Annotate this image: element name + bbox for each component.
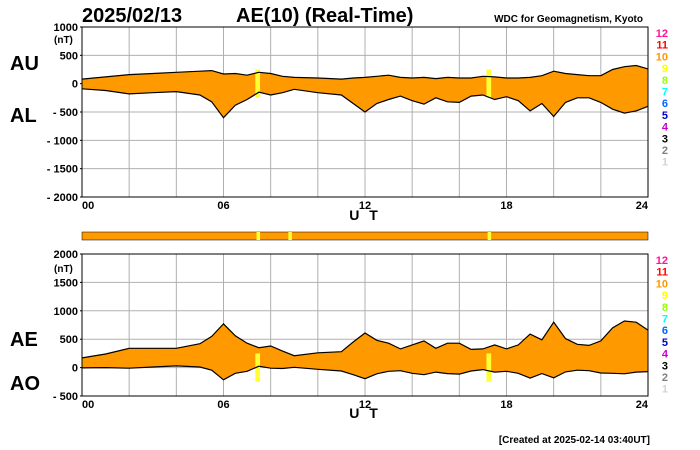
- au_al-ytick-label: - 500: [53, 107, 78, 119]
- au_al-highlight: [486, 69, 492, 98]
- station-legend-item: 5: [662, 337, 668, 349]
- au_al-xtick-label: 00: [82, 200, 94, 212]
- ae-ao-x-ticks: 00 06 12 18 24: [82, 399, 649, 411]
- au_al-ytick-label: - 1000: [47, 135, 78, 147]
- ae_ao-xtick-label: 18: [500, 399, 512, 411]
- au-label: AU: [10, 53, 39, 75]
- au_al-highlight: [255, 69, 261, 98]
- date-title: 2025/02/13: [82, 5, 182, 27]
- station-legend-item: 2: [662, 372, 668, 384]
- station-legend-item: 10: [656, 278, 668, 290]
- ae_ao-ytick-label: 500: [60, 334, 78, 346]
- au_al-ytick-label: 1000: [54, 22, 78, 34]
- au-al-lines: [81, 64, 649, 119]
- station-legend-item: 7: [662, 87, 668, 99]
- station-legend-item: 6: [662, 98, 668, 110]
- ae-ao-xlabel: U T: [349, 405, 381, 421]
- au_al-xtick-label: 12: [359, 200, 371, 212]
- ae-line: [81, 320, 649, 359]
- station-legend-item: 1: [662, 157, 668, 169]
- ae-ao-area: [82, 321, 648, 380]
- ae_ao-highlight: [255, 353, 261, 382]
- station-legend-item: 11: [656, 40, 668, 52]
- al-label: AL: [10, 105, 37, 127]
- ae_ao-xtick-label: 24: [636, 399, 649, 411]
- al-line: [81, 88, 649, 119]
- ae_ao-xtick-label: 00: [82, 399, 94, 411]
- station-legend-item: 1: [662, 384, 668, 396]
- au-line: [81, 64, 649, 80]
- status-bar-mark: [487, 232, 492, 240]
- station-legend-item: 4: [662, 122, 669, 134]
- ao-line: [81, 365, 649, 381]
- ae-ao-lines: [81, 320, 649, 381]
- station-legend-item: 7: [662, 314, 668, 326]
- au_al-xtick-label: 18: [500, 200, 512, 212]
- status-bar-mark: [288, 232, 292, 240]
- status-bar-mark: [256, 232, 261, 240]
- au-al-y-ticks: 1000 500 0 - 500 - 1000 - 1500 - 2000: [47, 22, 82, 204]
- station-legend-item: 9: [662, 63, 668, 75]
- au-al-x-ticks: 00 06 12 18 24: [82, 200, 649, 212]
- au-al-xlabel: U T: [349, 207, 381, 223]
- station-legend-item: 5: [662, 110, 668, 122]
- au-al-ylabel: (nT): [54, 35, 73, 46]
- station-legend-item: 3: [662, 133, 668, 145]
- ae_ao-band: [82, 321, 648, 380]
- station-legend-item: 8: [662, 302, 668, 314]
- station-legend-item: 12: [656, 28, 668, 40]
- station-legend-item: 10: [656, 51, 668, 63]
- ae_ao-ytick-label: 2000: [54, 249, 78, 261]
- station-legend-item: 8: [662, 75, 668, 87]
- station-legend-item: 3: [662, 360, 668, 372]
- au_al-ytick-label: - 1500: [47, 164, 78, 176]
- au_al-ytick-label: 500: [60, 50, 78, 62]
- station-legend-item: 6: [662, 325, 668, 337]
- ae-label: AE: [10, 329, 38, 351]
- station-legend-item: 9: [662, 290, 668, 302]
- ae-ao-y-ticks: 2000 1500 1000 500 0 - 500: [53, 249, 82, 403]
- ae_ao-ytick-label: 1500: [54, 277, 78, 289]
- chart-title: AE(10) (Real-Time): [236, 5, 413, 27]
- ae_ao-ytick-label: 0: [72, 363, 78, 375]
- ae_ao-highlight: [486, 353, 492, 382]
- au_al-xtick-label: 24: [636, 200, 649, 212]
- data-source: WDC for Geomagnetism, Kyoto: [494, 14, 643, 25]
- ae-ao-highlights: [255, 353, 492, 382]
- station-legend-item: 4: [662, 349, 669, 361]
- ae_ao-xtick-label: 06: [217, 399, 229, 411]
- au_al-xtick-label: 06: [217, 200, 229, 212]
- ao-label: AO: [10, 373, 40, 395]
- ae-ao-frame: [81, 253, 649, 397]
- station-legend-item: 2: [662, 145, 668, 157]
- created-timestamp: [Created at 2025-02-14 03:40UT]: [499, 435, 650, 446]
- au_al-ytick-label: 0: [72, 79, 78, 91]
- ae_ao-ytick-label: - 500: [53, 391, 78, 403]
- station-legend-item: 11: [656, 267, 668, 279]
- au_al-ytick-label: - 2000: [47, 192, 78, 204]
- station-legend-item: 12: [656, 255, 668, 267]
- au-al-highlights: [255, 69, 492, 98]
- status-bar: [81, 231, 649, 241]
- ae_ao-xtick-label: 12: [359, 399, 371, 411]
- ae-ao-ylabel: (nT): [54, 264, 73, 275]
- status-bar-base: [81, 231, 649, 241]
- ae_ao-ytick-label: 1000: [54, 306, 78, 318]
